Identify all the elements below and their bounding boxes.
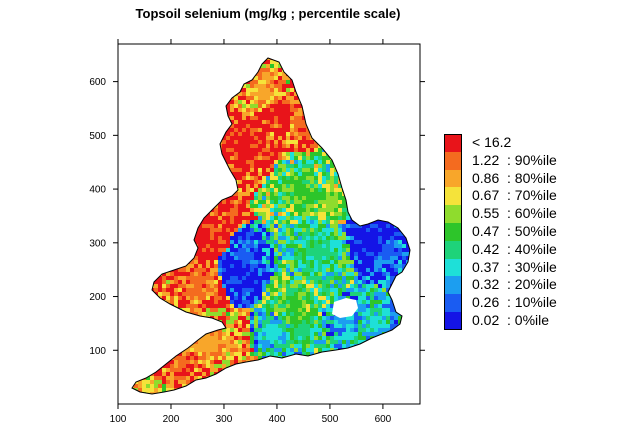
x-tick-label: 400 [269, 414, 286, 425]
legend-item: 0.42 : 40%ile [444, 240, 557, 259]
y-tick-label: 300 [89, 238, 106, 249]
legend-item: 0.02 : 0%ile [444, 311, 557, 330]
legend-label: 0.02 : 0%ile [472, 311, 550, 328]
legend-item: < 16.2 [444, 134, 557, 152]
legend-swatch [444, 151, 462, 170]
legend-item: 0.32 : 20%ile [444, 276, 557, 295]
legend-label: 0.47 : 50%ile [472, 222, 557, 239]
legend-swatch [444, 276, 462, 295]
legend-item: 0.55 : 60%ile [444, 205, 557, 223]
legend-swatch [444, 311, 462, 330]
y-tick-label: 200 [89, 292, 106, 303]
legend-label: 0.37 : 30%ile [472, 258, 557, 275]
legend-label: 0.26 : 10%ile [472, 294, 557, 311]
legend-label: 0.32 : 20%ile [472, 276, 557, 293]
x-tick-label: 300 [216, 414, 233, 425]
y-tick-label: 100 [89, 346, 106, 357]
map-title: Topsoil selenium (mg/kg ; percentile sca… [135, 6, 401, 21]
legend-swatch [444, 240, 462, 259]
legend-label: 1.22 : 90%ile [472, 151, 557, 168]
axis-ticks: 100 200 300 400 500 600 100 200 300 400 500 600 [89, 39, 425, 425]
no-data-area [332, 298, 358, 318]
y-tick-label: 500 [89, 131, 106, 142]
legend-item: 0.37 : 30%ile [444, 258, 557, 277]
legend-swatch [444, 134, 462, 152]
legend-item: 1.22 : 90%ile [444, 151, 557, 170]
legend-label: < 16.2 [472, 134, 512, 150]
legend: < 16.2 1.22 : 90%ile 0.86 : 80%ile 0.67 : 7… [444, 134, 557, 330]
x-tick-label: 600 [375, 414, 392, 425]
legend-item: 0.47 : 50%ile [444, 222, 557, 241]
x-tick-label: 200 [163, 414, 180, 425]
legend-rows: < 16.2 1.22 : 90%ile 0.86 : 80%ile 0.67 : 7… [444, 134, 557, 330]
legend-label: 0.86 : 80%ile [472, 169, 557, 186]
legend-swatch [444, 205, 462, 223]
legend-swatch [444, 258, 462, 277]
legend-swatch [444, 169, 462, 188]
coastline [131, 57, 411, 395]
x-tick-label: 500 [322, 414, 339, 425]
legend-item: 0.86 : 80%ile [444, 169, 557, 188]
legend-swatch [444, 294, 462, 312]
legend-label: 0.67 : 70%ile [472, 187, 557, 204]
legend-item: 0.26 : 10%ile [444, 294, 557, 312]
legend-label: 0.55 : 60%ile [472, 205, 557, 222]
y-tick-label: 400 [89, 185, 106, 196]
x-tick-label: 100 [110, 414, 127, 425]
y-tick-label: 600 [89, 77, 106, 88]
legend-swatch [444, 187, 462, 206]
legend-label: 0.42 : 40%ile [472, 240, 557, 257]
legend-item: 0.67 : 70%ile [444, 187, 557, 206]
legend-swatch [444, 222, 462, 241]
